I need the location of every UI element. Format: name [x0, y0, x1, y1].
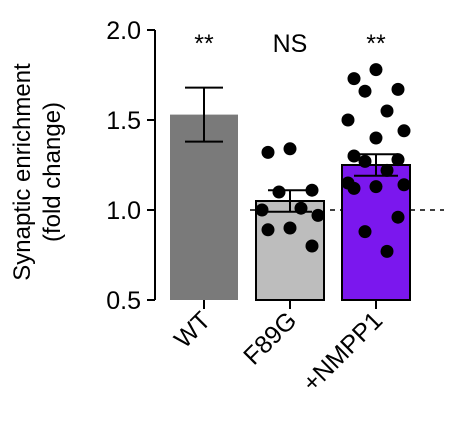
bar-WT: [170, 114, 238, 300]
data-point-F89G-6: [311, 208, 325, 222]
x-label-WT: WT: [169, 306, 216, 353]
y-axis: 0.5 1.0 1.5 2.0: [106, 17, 377, 315]
data-point-+NMPP1-4: [380, 104, 394, 118]
data-point-F89G-9: [305, 239, 319, 253]
data-point-+NMPP1-15: [347, 181, 361, 195]
data-point-+NMPP1-10: [358, 154, 372, 168]
significance-labels: ** NS **: [194, 30, 386, 58]
data-point-F89G-7: [283, 221, 297, 235]
x-label-+NMPP1: +NMPP1: [297, 306, 388, 397]
y-axis-label-group: Synaptic enrichment (fold change): [9, 63, 66, 281]
data-point-+NMPP1-7: [369, 131, 383, 145]
significance-F89G: NS: [273, 30, 308, 58]
data-point-F89G-4: [294, 201, 308, 215]
data-point-+NMPP1-2: [391, 82, 405, 96]
data-point-+NMPP1-16: [391, 210, 405, 224]
data-point-+NMPP1-8: [347, 149, 361, 163]
data-point-+NMPP1-13: [397, 178, 411, 192]
data-point-F89G-8: [261, 223, 275, 237]
data-point-F89G-0: [283, 142, 297, 156]
y-tick-label-3: 2.0: [106, 17, 141, 45]
data-point-+NMPP1-14: [369, 180, 383, 194]
significance-+NMPP1: **: [366, 30, 386, 58]
data-point-+NMPP1-11: [380, 163, 394, 177]
x-label-F89G: F89G: [238, 306, 302, 370]
data-point-+NMPP1-1: [347, 72, 361, 86]
data-point-+NMPP1-3: [358, 84, 372, 98]
x-axis-labels: WT F89G+NMPP1: [169, 306, 388, 397]
data-point-+NMPP1-9: [391, 153, 405, 167]
data-point-F89G-3: [272, 185, 286, 199]
y-tick-label-2: 1.5: [106, 107, 141, 135]
y-tick-label-1: 1.0: [106, 197, 141, 225]
data-point-+NMPP1-18: [380, 244, 394, 258]
data-point-+NMPP1-5: [341, 113, 355, 127]
y-axis-label-line2: (fold change): [39, 102, 66, 242]
data-point-+NMPP1-6: [397, 124, 411, 138]
significance-WT: **: [194, 30, 214, 58]
data-points-layer: [255, 63, 411, 258]
data-point-F89G-5: [255, 203, 269, 217]
y-tick-label-0: 0.5: [106, 287, 141, 315]
data-point-+NMPP1-17: [358, 225, 372, 239]
y-axis-label-line1: Synaptic enrichment: [9, 63, 36, 281]
data-point-+NMPP1-0: [369, 63, 383, 77]
data-point-F89G-1: [261, 145, 275, 159]
data-point-F89G-2: [305, 183, 319, 197]
